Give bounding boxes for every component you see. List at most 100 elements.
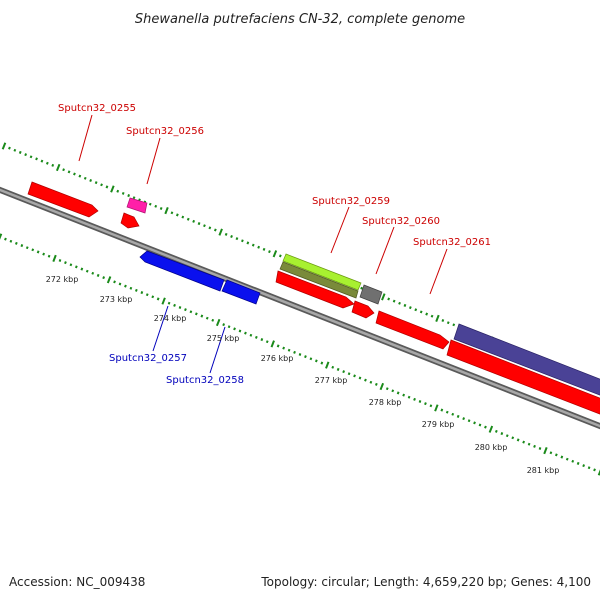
minor-tick [441, 319, 445, 322]
minor-tick [181, 215, 185, 219]
minor-tick [31, 248, 35, 252]
minor-tick [151, 295, 155, 299]
minor-tick [67, 170, 71, 174]
gene-sputcn32-0259[interactable] [282, 253, 362, 291]
gene-label[interactable]: Sputcn32_0260 [362, 216, 440, 227]
gene-sputcn32-0257[interactable] [139, 250, 225, 292]
major-tick [488, 425, 494, 433]
minor-tick [8, 146, 11, 150]
major-tick [325, 361, 330, 369]
minor-tick [414, 308, 418, 312]
accession-text: Accession: NC_009438 [9, 575, 145, 589]
major-tick [110, 185, 115, 193]
minor-tick [262, 247, 266, 251]
minor-tick [156, 297, 160, 301]
gene-purple[interactable] [453, 323, 600, 399]
genome-backbone [0, 186, 600, 430]
minor-tick [78, 174, 82, 178]
major-tick [543, 447, 548, 455]
gene-sputcn32-0260[interactable] [351, 300, 375, 319]
minor-tick [36, 250, 40, 254]
gene-label[interactable]: Sputcn32_0259 [312, 196, 390, 207]
minor-tick [203, 224, 206, 228]
minor-tick [364, 378, 367, 382]
minor-tick [424, 402, 427, 406]
major-tick [435, 314, 440, 322]
minor-tick [197, 222, 201, 226]
gene-pair-left[interactable] [275, 270, 355, 309]
minor-tick [118, 282, 122, 286]
minor-tick [494, 429, 498, 433]
gene-label[interactable]: Sputcn32_0257 [109, 353, 187, 364]
kbp-label: 277 kbp [315, 376, 348, 385]
genome-summary-text: Topology: circular; Length: 4,659,220 bp… [260, 575, 591, 589]
minor-tick [224, 232, 228, 236]
major-tick [0, 233, 3, 240]
gene-gray-small[interactable] [359, 284, 383, 305]
gene-sputcn32-0255[interactable] [27, 181, 99, 218]
major-tick [106, 276, 112, 284]
gene-sputcn32-0256-pink[interactable] [126, 197, 148, 214]
minor-tick [293, 350, 296, 354]
minor-tick [287, 348, 291, 352]
minor-tick [178, 306, 182, 309]
minor-tick [235, 237, 239, 241]
minor-tick [58, 259, 62, 262]
gene-sputcn32-0256[interactable] [120, 212, 140, 229]
minor-tick [571, 459, 575, 463]
major-tick [597, 469, 600, 476]
kbp-label: 281 kbp [527, 466, 560, 475]
kbp-labels: 272 kbp 273 kbp 274 kbp 275 kbp 276 kbp … [46, 275, 560, 475]
kbp-label: 275 kbp [207, 334, 240, 343]
minor-tick [440, 408, 444, 412]
minor-tick [184, 308, 187, 312]
minor-tick [94, 181, 98, 185]
minor-tick [173, 303, 176, 307]
major-tick [164, 207, 169, 215]
minor-tick [430, 314, 434, 318]
minor-tick [233, 327, 236, 331]
major-tick [379, 382, 385, 391]
minor-tick [429, 404, 433, 408]
minor-tick [47, 254, 51, 258]
minor-tick [85, 269, 89, 273]
minor-tick [560, 455, 564, 459]
minor-tick [445, 410, 449, 414]
minor-tick [96, 273, 100, 277]
minor-tick [360, 286, 363, 290]
minor-tick [342, 370, 346, 374]
minor-tick [127, 194, 131, 198]
gene-label[interactable]: Sputcn32_0255 [58, 103, 136, 114]
minor-tick [402, 393, 406, 397]
minor-tick [385, 387, 389, 391]
minor-tick [227, 325, 231, 329]
kbp-label: 279 kbp [422, 420, 455, 429]
gene-label[interactable]: Sputcn32_0261 [413, 237, 491, 248]
minor-tick [413, 397, 416, 401]
minor-tick [192, 219, 196, 223]
minor-tick [251, 243, 255, 247]
gene-label[interactable]: Sputcn32_0258 [166, 375, 244, 386]
minor-tick [189, 310, 193, 314]
gene-sputcn32-0259-olive[interactable] [279, 261, 359, 299]
gene-long-red[interactable] [446, 339, 600, 418]
minor-tick [408, 306, 412, 310]
minor-tick [331, 365, 335, 369]
minor-tick [40, 159, 44, 163]
minor-tick [20, 244, 24, 248]
gene-label[interactable]: Sputcn32_0256 [126, 126, 204, 137]
gene-sputcn32-0261[interactable] [375, 310, 450, 350]
kbp-label: 273 kbp [100, 295, 133, 304]
minor-tick [73, 172, 76, 176]
minor-tick [134, 288, 138, 292]
minor-tick [309, 357, 313, 361]
minor-tick [148, 202, 152, 206]
minor-tick [244, 331, 247, 335]
gene-sputcn32-0258[interactable] [221, 279, 261, 305]
minor-tick [593, 468, 596, 472]
map-title: Shewanella putrefaciens CN-32, complete … [135, 12, 465, 27]
minor-tick [314, 359, 318, 363]
minor-tick [505, 434, 509, 438]
minor-tick [25, 246, 29, 250]
minor-tick [13, 148, 17, 152]
